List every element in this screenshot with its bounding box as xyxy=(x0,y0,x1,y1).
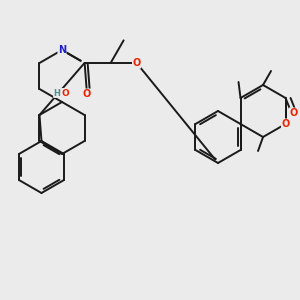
Text: O: O xyxy=(82,89,91,99)
Text: N: N xyxy=(58,45,66,55)
Text: H: H xyxy=(54,88,60,98)
Text: O: O xyxy=(290,108,298,118)
Text: O: O xyxy=(133,58,141,68)
Text: O: O xyxy=(61,88,69,98)
Text: O: O xyxy=(281,119,290,129)
